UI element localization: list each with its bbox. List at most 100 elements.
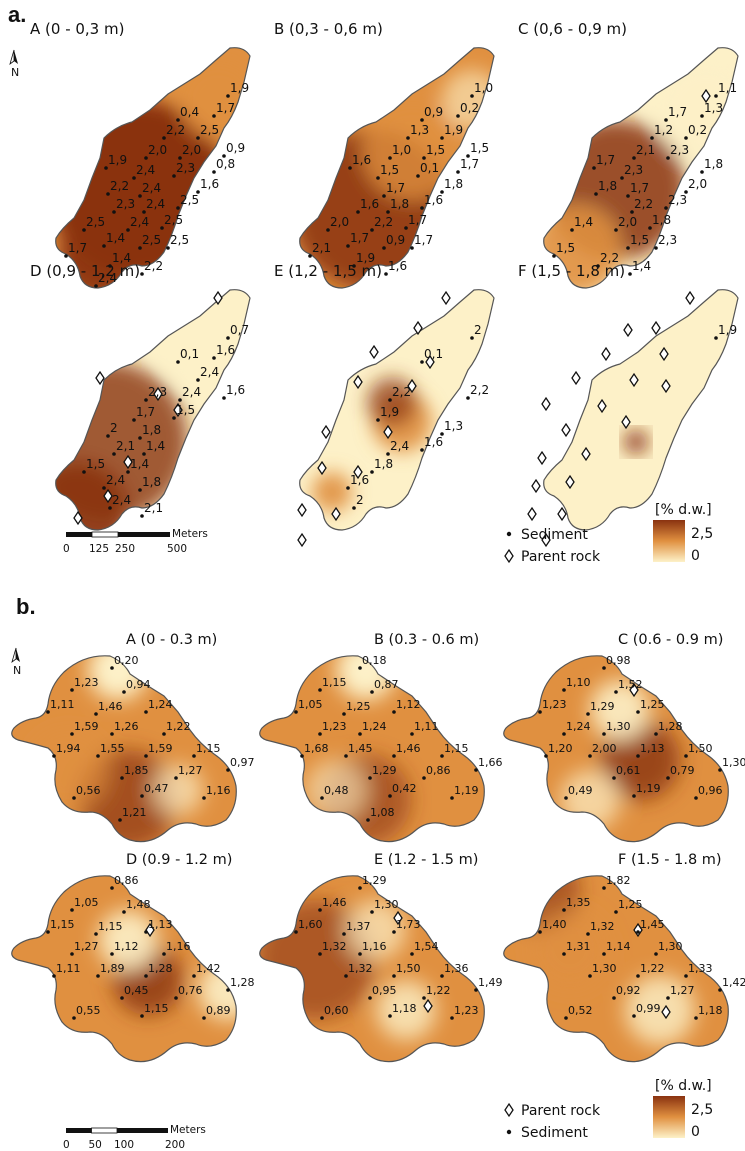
sample-value-label: 2,4 bbox=[146, 197, 165, 211]
sample-value-label: 2,3 bbox=[668, 193, 687, 207]
sediment-marker bbox=[388, 1014, 392, 1018]
sample-value-label: 1,4 bbox=[146, 439, 165, 453]
sediment-marker bbox=[138, 488, 142, 492]
sediment-marker bbox=[654, 246, 658, 250]
sediment-marker bbox=[564, 1016, 568, 1020]
colorbar bbox=[653, 1096, 685, 1138]
sediment-marker bbox=[320, 1016, 324, 1020]
sample-value-label: 1,11 bbox=[414, 720, 439, 733]
sample-value-label: 1,12 bbox=[396, 698, 421, 711]
sediment-marker bbox=[178, 398, 182, 402]
sediment-marker bbox=[70, 732, 74, 736]
legend-item-label: Parent rock bbox=[521, 1103, 601, 1119]
parent-rock-marker bbox=[145, 922, 155, 938]
scale-tick-label: 500 bbox=[167, 543, 187, 555]
parent-rock-marker bbox=[353, 374, 363, 390]
parent-rock-marker bbox=[413, 320, 423, 336]
parent-rock-marker bbox=[537, 450, 547, 466]
sediment-marker bbox=[666, 996, 670, 1000]
sample-value-label: 2,1 bbox=[636, 143, 655, 157]
sediment-marker bbox=[122, 910, 126, 914]
sediment-marker bbox=[106, 192, 110, 196]
sample-value-label: 0,1 bbox=[180, 347, 199, 361]
sediment-marker bbox=[138, 436, 142, 440]
sediment-icon bbox=[506, 1129, 512, 1135]
sample-value-label: 1,5 bbox=[176, 403, 195, 417]
sample-value-label: 2,4 bbox=[390, 439, 409, 453]
sediment-marker bbox=[174, 776, 178, 780]
sample-value-label: 1,5 bbox=[630, 233, 649, 247]
sediment-marker bbox=[112, 210, 116, 214]
sample-value-label: 1,30 bbox=[658, 940, 683, 953]
parent-rock-marker bbox=[701, 88, 711, 104]
sample-value-label: 1,35 bbox=[566, 896, 591, 909]
north-arrow-icon: N bbox=[11, 647, 21, 677]
sediment-marker bbox=[192, 754, 196, 758]
sample-value-label: 1,29 bbox=[372, 764, 397, 777]
sample-value-label: 1,37 bbox=[346, 920, 371, 933]
parent-rock-marker bbox=[541, 396, 551, 412]
sediment-marker bbox=[626, 194, 630, 198]
sediment-marker bbox=[94, 284, 98, 288]
sample-value-label: 1,3 bbox=[704, 101, 723, 115]
section-b-label: b. bbox=[16, 594, 36, 619]
sample-value-label: 1,82 bbox=[606, 874, 631, 887]
sample-value-label: 1,6 bbox=[226, 383, 245, 397]
sample-value-label: 1,4 bbox=[130, 457, 149, 471]
sediment-marker bbox=[176, 206, 180, 210]
sediment-marker bbox=[474, 768, 478, 772]
catchment-outline bbox=[11, 875, 237, 1063]
catchment-outline bbox=[503, 875, 729, 1063]
sediment-marker bbox=[422, 776, 426, 780]
sample-value-label: 0,52 bbox=[568, 1004, 593, 1017]
sample-value-label: 1,54 bbox=[414, 940, 439, 953]
sediment-marker bbox=[666, 776, 670, 780]
sample-value-label: 1,05 bbox=[298, 698, 323, 711]
parent-rock-marker bbox=[103, 488, 113, 504]
sample-value-label: 0,4 bbox=[180, 105, 199, 119]
sediment-marker bbox=[666, 156, 670, 160]
sample-value-label: 2 bbox=[356, 493, 364, 507]
sample-value-label: 0,9 bbox=[226, 141, 245, 155]
sediment-marker bbox=[52, 974, 56, 978]
sediment-marker bbox=[108, 264, 112, 268]
scale-bar: Meters 0 125 250 500 bbox=[63, 528, 208, 555]
sample-value-label: 1,50 bbox=[688, 742, 713, 755]
sample-value-label: 1,60 bbox=[298, 918, 323, 931]
sample-value-label: 1,36 bbox=[444, 962, 469, 975]
sediment-marker bbox=[318, 952, 322, 956]
sediment-marker bbox=[120, 996, 124, 1000]
sediment-marker bbox=[226, 336, 230, 340]
colorbar-min: 0 bbox=[691, 1124, 700, 1140]
sample-value-label: 1,11 bbox=[50, 698, 75, 711]
sediment-marker bbox=[392, 710, 396, 714]
sample-value-label: 1,6 bbox=[216, 343, 235, 357]
sample-value-label: 2,3 bbox=[670, 143, 689, 157]
sample-value-label: 0,76 bbox=[178, 984, 203, 997]
sediment-marker bbox=[118, 818, 122, 822]
sediment-marker bbox=[386, 452, 390, 456]
sediment-marker bbox=[406, 136, 410, 140]
sediment-marker bbox=[450, 796, 454, 800]
parent-rock-marker bbox=[393, 910, 403, 926]
sediment-marker bbox=[474, 988, 478, 992]
sediment-marker bbox=[588, 974, 592, 978]
parent-rock-marker bbox=[623, 322, 633, 338]
sediment-marker bbox=[632, 794, 636, 798]
sample-value-label: 1,23 bbox=[542, 698, 567, 711]
parent-rock-marker bbox=[557, 506, 567, 522]
sample-value-label: 1,0 bbox=[392, 143, 411, 157]
panel-title: C (0.6 - 0.9 m) bbox=[618, 632, 723, 648]
sediment-marker bbox=[684, 974, 688, 978]
sample-value-label: 0,1 bbox=[424, 347, 443, 361]
sediment-marker bbox=[562, 952, 566, 956]
sample-value-label: 1,6 bbox=[350, 473, 369, 487]
sample-value-label: 1,46 bbox=[322, 896, 347, 909]
sample-value-label: 1,9 bbox=[718, 323, 737, 337]
sediment-marker bbox=[392, 974, 396, 978]
sediment-marker bbox=[126, 228, 130, 232]
sediment-marker bbox=[110, 952, 114, 956]
sample-value-label: 1,28 bbox=[230, 976, 255, 989]
sample-value-label: 1,94 bbox=[56, 742, 81, 755]
sediment-marker bbox=[294, 930, 298, 934]
